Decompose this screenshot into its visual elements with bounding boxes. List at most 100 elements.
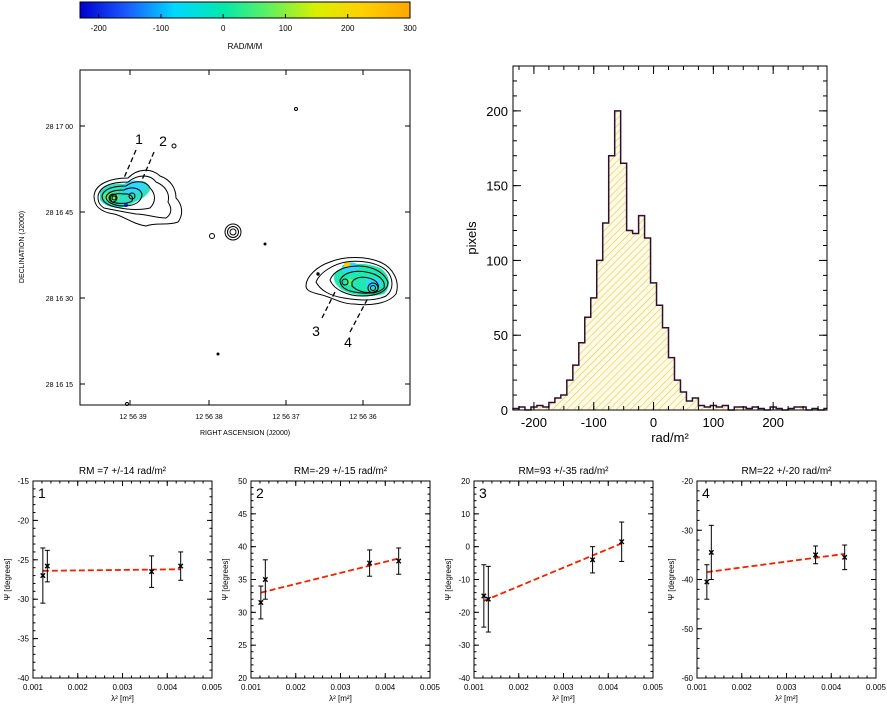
histogram-xtick-label: -200 — [521, 415, 547, 430]
histogram-fill — [513, 110, 827, 410]
point-sources — [125, 107, 298, 406]
histogram-ytick-label: 0 — [501, 403, 508, 418]
panel-xtick-label: 0.004 — [375, 683, 396, 692]
fit-line — [260, 557, 399, 594]
marker-3-line — [321, 289, 337, 319]
panel-ytick-label: 20 — [461, 477, 470, 486]
panel-ytick-label: -35 — [17, 635, 29, 644]
data-point — [395, 547, 402, 575]
rm-panel-1: RM =7 +/-14 rad/m² 1 0.001 0.002 0.003 0.004 0… — [3, 466, 223, 703]
rm-panel-2: RM=-29 +/-15 rad/m² 2 0.001 0.002 0.003 0.004… — [221, 466, 441, 703]
histogram-ylabel: pixels — [464, 221, 479, 255]
marker-1-label: 1 — [135, 131, 143, 147]
panel-ytick-label: 45 — [238, 510, 247, 519]
left-source-contours — [93, 143, 183, 227]
histogram-ytick-label: 150 — [486, 179, 508, 194]
data-point — [812, 545, 819, 565]
panel-xlabel: λ² [m²] — [552, 694, 575, 703]
panel-ytick-label: 35 — [238, 576, 247, 585]
panel-number: 1 — [38, 485, 46, 501]
data-point — [262, 559, 269, 600]
map-ytick-label: 28 16 45 — [46, 210, 73, 217]
data-point — [589, 546, 596, 574]
map-xlabel: RIGHT ASCENSION (J2000) — [200, 430, 290, 437]
histogram-ytick-label: 100 — [486, 253, 508, 268]
histogram-ytick-label: 200 — [486, 104, 508, 119]
panel-number: 2 — [256, 485, 264, 501]
colorbar-tick-label: -100 — [153, 24, 170, 33]
map-xtick-label: 12 56 37 — [272, 414, 299, 421]
panel-xtick-label: 0.005 — [643, 683, 664, 692]
panel-ytick-label: -20 — [17, 516, 29, 525]
data-point — [177, 551, 184, 581]
panel-xtick-label: 0.001 — [23, 683, 44, 692]
colorbar-tick-label: 0 — [221, 24, 226, 33]
fit-line — [42, 568, 181, 572]
data-point — [148, 555, 155, 588]
panel-xlabel: λ² [m²] — [775, 694, 798, 703]
panel-xtick-label: 0.004 — [821, 683, 842, 692]
histogram-ytick-label: 50 — [494, 328, 508, 343]
histogram-xtick-label: -100 — [581, 415, 607, 430]
panel-xtick-label: 0.005 — [420, 683, 441, 692]
panel-ytick-label: -40 — [458, 674, 470, 683]
map-xtick-label: 12 56 36 — [349, 414, 376, 421]
panel-ytick-label: 25 — [238, 641, 247, 650]
rm-panel-3: RM=93 +/-35 rad/m² 3 0.001 0.002 0.003 0.004 0… — [444, 466, 664, 703]
map-xtick-label: 12 56 38 — [195, 414, 222, 421]
panel-frame — [473, 480, 654, 679]
panel-ytick-label: 40 — [238, 543, 247, 552]
panel-ytick-label: -40 — [681, 576, 693, 585]
radio-map: 12 56 39 12 56 38 12 56 37 12 56 36 28 1… — [19, 69, 411, 437]
colorbar-gradient — [79, 1, 411, 19]
map-ytick-label: 28 16 15 — [46, 382, 73, 389]
data-point — [841, 544, 848, 571]
panel-ytick-label: -10 — [458, 576, 470, 585]
panel-ytick-label: -30 — [17, 595, 29, 604]
map-ylabel: DECLINATION (J2000) — [19, 211, 26, 283]
panel-number: 4 — [702, 485, 710, 501]
panel-xtick-label: 0.003 — [112, 683, 133, 692]
panel-xtick-label: 0.002 — [286, 683, 307, 692]
map-ytick-label: 28 17 00 — [46, 124, 73, 131]
panel-frame — [696, 480, 877, 679]
histogram-xtick-label: 200 — [762, 415, 784, 430]
histogram-panel: -200 -100 0 100 200 0 50 100 150 200 rad/m² pixel… — [464, 65, 828, 445]
panel-title: RM=22 +/-20 rad/m² — [741, 466, 832, 477]
panel-xtick-label: 0.001 — [687, 683, 708, 692]
colorbar-label: RAD/M/M — [228, 42, 263, 51]
fit-line — [706, 552, 845, 574]
colorbar-ticks: -200 -100 0 100 200 300 — [91, 14, 417, 33]
data-point — [485, 565, 492, 633]
histogram-outline — [512, 110, 827, 411]
data-point — [481, 564, 487, 628]
map-yticks: 28 17 00 28 16 45 28 16 30 28 16 15 — [46, 124, 410, 389]
panel-xtick-label: 0.003 — [553, 683, 574, 692]
marker-4-line — [349, 297, 369, 333]
marker-3-label: 3 — [312, 323, 320, 339]
panel-ytick-label: -40 — [17, 674, 29, 683]
panel-frame — [250, 480, 431, 679]
histogram-xtick-label: 100 — [703, 415, 725, 430]
colorbar: -200 -100 0 100 200 300 RAD/M/M — [79, 1, 417, 51]
panel-ytick-label: -60 — [681, 674, 693, 683]
panel-xlabel: λ² [m²] — [329, 694, 352, 703]
marker-2-label: 2 — [159, 133, 167, 149]
histogram-xtick-label: 0 — [650, 415, 657, 430]
map-ytick-label: 28 16 30 — [46, 296, 73, 303]
panel-ytick-label: -30 — [458, 641, 470, 650]
panel-xlabel: λ² [m²] — [111, 694, 134, 703]
panel-ylabel: Ψ [degrees] — [667, 558, 676, 600]
colorbar-tick-label: -200 — [91, 24, 108, 33]
panel-ytick-label: 50 — [238, 477, 247, 486]
panel-ytick-label: 0 — [466, 543, 471, 552]
colorbar-tick-label: 100 — [279, 24, 293, 33]
rm-panel-4: RM=22 +/-20 rad/m² 4 0.001 0.002 0.003 0.004 0… — [667, 466, 887, 703]
data-point — [40, 547, 46, 604]
panel-ytick-label: 10 — [461, 510, 470, 519]
histogram-frame — [512, 65, 828, 411]
map-frame — [79, 69, 411, 406]
data-point — [258, 585, 264, 620]
source-markers: 1 2 3 4 — [123, 131, 369, 350]
panel-ytick-label: 20 — [238, 674, 247, 683]
